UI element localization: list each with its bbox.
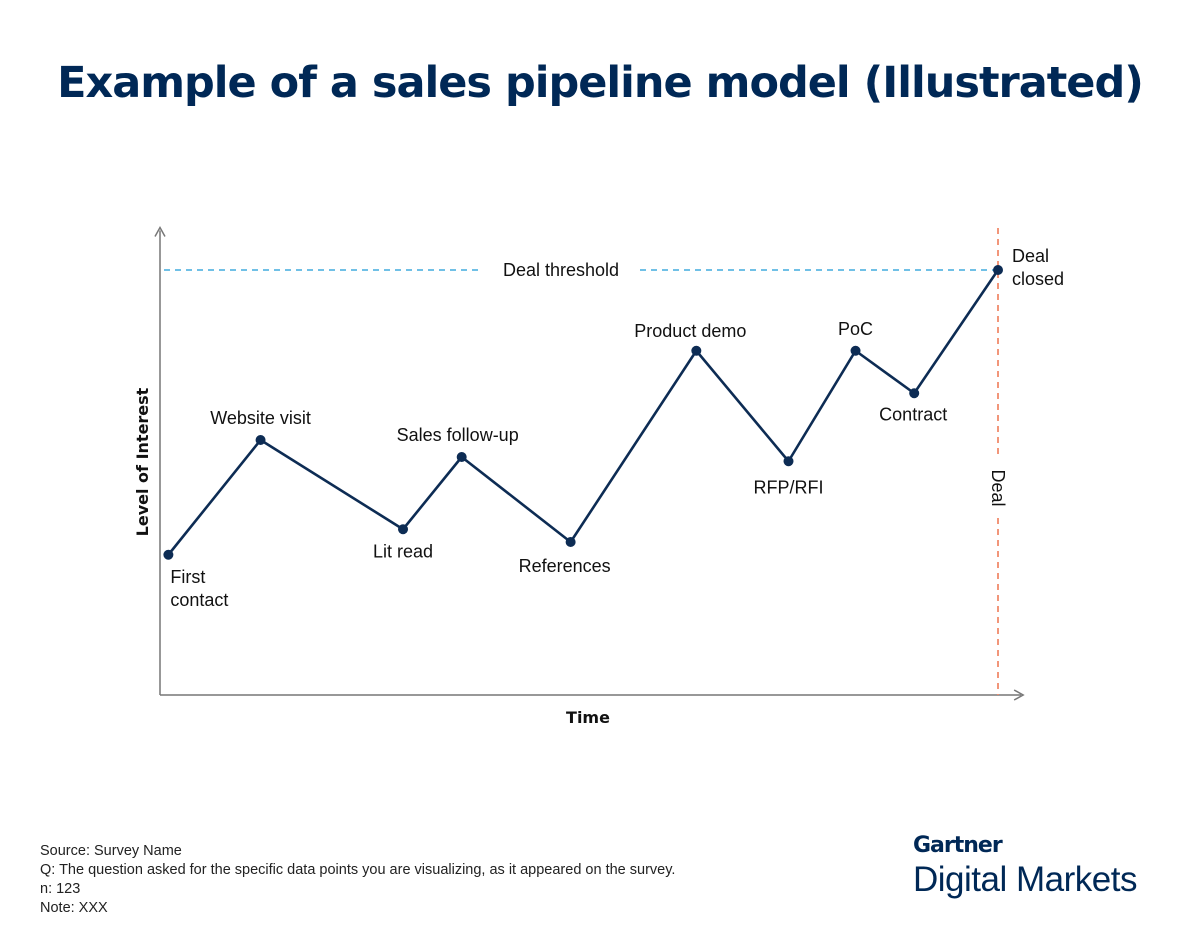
threshold-label: Deal threshold xyxy=(503,260,619,280)
data-point xyxy=(163,549,174,560)
y-axis-arrow xyxy=(154,225,166,237)
footer-notes: Source: Survey Name Q: The question aske… xyxy=(40,842,675,918)
data-label: Sales follow-up xyxy=(397,425,519,445)
data-point xyxy=(565,537,576,547)
page-title: Example of a sales pipeline model (Illus… xyxy=(57,58,1144,108)
data-label: Product demo xyxy=(634,321,746,341)
gartner-logo: Gartner Digital Markets xyxy=(913,833,1137,900)
data-point xyxy=(850,345,861,356)
data-label: First contact xyxy=(170,567,228,610)
logo-brand: Gartner xyxy=(913,833,1003,858)
series-line xyxy=(167,269,1000,556)
y-axis-label: Level of Interest xyxy=(133,387,152,536)
data-label: PoC xyxy=(838,319,873,339)
data-point xyxy=(398,524,409,535)
data-label: Contract xyxy=(879,404,947,424)
data-point xyxy=(783,456,794,467)
data-label: Deal closed xyxy=(1012,246,1064,289)
data-label: Website visit xyxy=(210,408,311,428)
x-axis-arrow xyxy=(1013,689,1025,701)
data-point xyxy=(691,345,702,356)
data-label: Lit read xyxy=(373,541,433,561)
note-text: Note: XXX xyxy=(40,900,108,916)
n-text: n: 123 xyxy=(40,881,81,897)
data-point xyxy=(993,265,1003,275)
question-text: Q: The question asked for the specific d… xyxy=(40,862,676,878)
data-point xyxy=(909,388,920,399)
data-point xyxy=(456,452,467,462)
deal-line-label: Deal xyxy=(988,469,1008,506)
logo-sub: Digital Markets xyxy=(913,860,1137,899)
data-label: RFP/RFI xyxy=(754,477,824,497)
data-point xyxy=(255,435,266,445)
source-text: Source: Survey Name xyxy=(40,843,182,859)
x-axis-label: Time xyxy=(566,708,610,727)
data-label: References xyxy=(519,556,611,576)
